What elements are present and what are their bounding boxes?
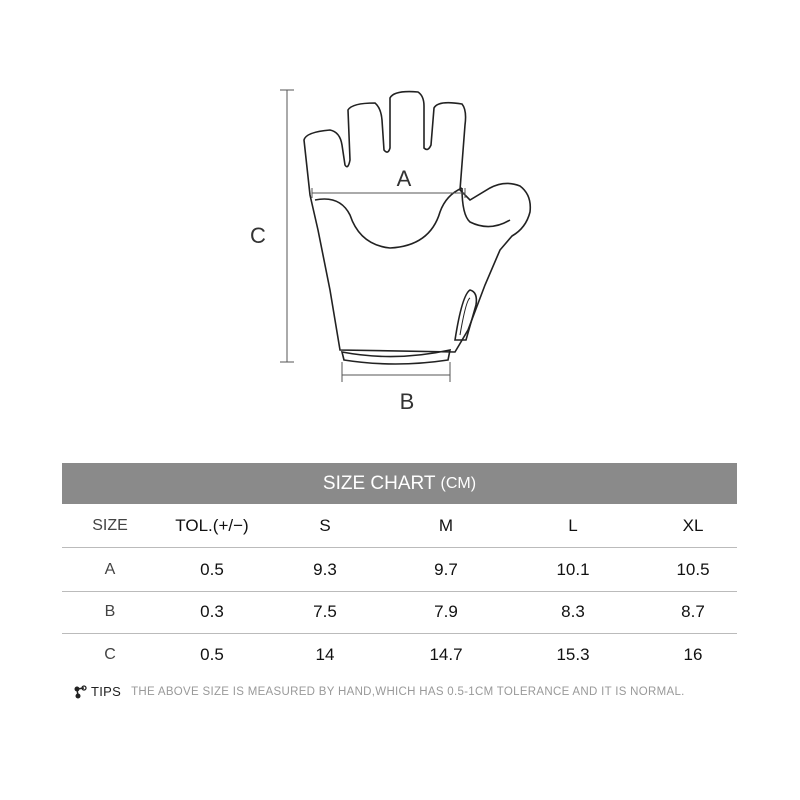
table-cell: 10.1 <box>556 560 590 579</box>
label-c: C <box>250 223 266 248</box>
table-cell: B <box>104 603 116 620</box>
chart-unit: (CM) <box>440 474 477 492</box>
table-cell: 14 <box>315 645 335 664</box>
tips-label: TIPS <box>91 684 122 699</box>
table-cell: 8.7 <box>681 602 705 621</box>
header-cell: TOL.(+/−) <box>175 516 249 535</box>
header-cell: S <box>319 516 331 535</box>
table-row: C 0.5 14 14.7 15.3 16 <box>62 634 737 676</box>
table-cell: 9.3 <box>313 560 337 579</box>
tips-text: THE ABOVE SIZE IS MEASURED BY HAND,WHICH… <box>131 685 685 698</box>
table-cell: 16 <box>683 645 703 664</box>
header-cell: L <box>568 516 578 535</box>
table-row: A 0.5 9.3 9.7 10.1 10.5 <box>62 549 737 592</box>
table-row: B 0.3 7.5 7.9 8.3 8.7 <box>62 591 737 634</box>
header-cell: M <box>438 516 454 535</box>
table-cell: 0.3 <box>200 602 224 621</box>
table-cell: 14.7 <box>429 645 463 664</box>
table-cell: 7.9 <box>434 602 458 621</box>
size-chart-header: SIZE CHART (CM) <box>62 463 737 504</box>
table-cell: 0.5 <box>200 645 224 664</box>
header-cell: XL <box>682 516 704 535</box>
table-cell: 0.5 <box>200 560 224 579</box>
table-cell: 8.3 <box>561 602 585 621</box>
share-icon <box>74 684 87 698</box>
header-row: SIZE TOL.(+/−) S M L XL <box>62 505 737 548</box>
label-b: B <box>399 389 415 414</box>
chart-title: SIZE CHART <box>322 472 436 494</box>
label-a: A <box>396 166 412 191</box>
table-cell: 15.3 <box>556 645 590 664</box>
table-cell: C <box>104 646 116 663</box>
table-cell: 10.5 <box>676 560 710 579</box>
header-cell: SIZE <box>92 517 128 534</box>
glove-diagram <box>280 89 532 382</box>
tips-note: TIPS THE ABOVE SIZE IS MEASURED BY HAND,… <box>74 684 685 699</box>
table-cell: 9.7 <box>434 560 458 579</box>
table-cell: A <box>104 561 116 578</box>
table-cell: 7.5 <box>313 602 337 621</box>
